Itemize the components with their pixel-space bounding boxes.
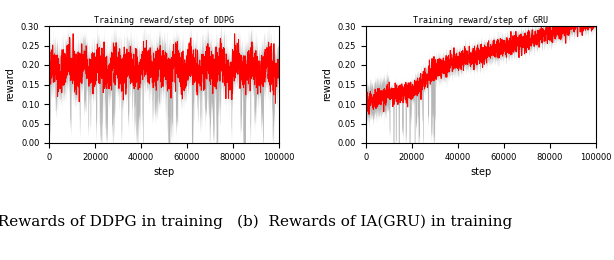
Y-axis label: reward: reward <box>322 68 332 101</box>
X-axis label: step: step <box>154 167 174 177</box>
Text: (b)  Rewards of IA(GRU) in training: (b) Rewards of IA(GRU) in training <box>237 215 512 229</box>
Y-axis label: reward: reward <box>6 68 15 101</box>
Text: (a)  Rewards of DDPG in training: (a) Rewards of DDPG in training <box>0 215 223 229</box>
X-axis label: step: step <box>470 167 491 177</box>
Title: Training reward/step of GRU: Training reward/step of GRU <box>413 16 548 25</box>
Title: Training reward/step of DDPG: Training reward/step of DDPG <box>94 16 234 25</box>
